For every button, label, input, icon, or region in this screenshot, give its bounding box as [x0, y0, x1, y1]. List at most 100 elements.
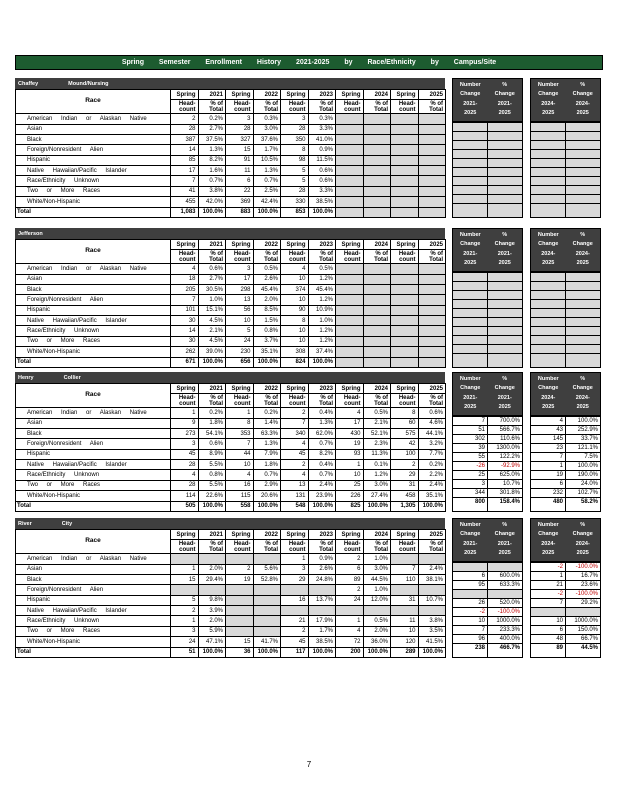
percent-cell: [362, 346, 391, 358]
change-box-2021-2025: Number Change 2021- 2025 % Change 2021- 2025 6 60…: [452, 518, 523, 658]
percent-cell: 1.6%: [197, 165, 226, 177]
number-change-cell: [453, 327, 488, 336]
percent-change-cell: 102.7%: [577, 490, 598, 497]
spring-label: Spring: [170, 88, 199, 101]
percent-cell: 5.5%: [197, 459, 226, 471]
change-row: [531, 299, 600, 309]
change-box-header: Number Change 2021- 2025 % Change 2021- 2025: [453, 79, 522, 122]
headcount-cell: [335, 605, 364, 617]
headcount-cell: 2: [390, 459, 419, 471]
pct-of-total-header: % of Total: [417, 99, 446, 115]
number-change-cell: 344: [453, 489, 488, 498]
percent-cell: [252, 615, 281, 627]
percent-cell: 1.7%: [307, 625, 336, 638]
percent-cell: 5.5%: [197, 479, 226, 492]
percent-cell: 100.0%: [307, 206, 336, 219]
headcount-cell: 24: [225, 335, 254, 348]
total-row: Total 671 100.0% 656 100.0% 824 100.0%: [15, 356, 446, 369]
change-row: -2 -100.0%: [531, 562, 600, 572]
race-label: American Indian or Alaskan Native: [15, 263, 171, 275]
headcount-header: Head-count: [335, 393, 364, 409]
change-box-2024-2025: Number Change 2024- 2025 % Change 2024- 2025: [530, 228, 601, 368]
headcount-cell: 31: [390, 594, 419, 607]
year-label: 2021: [197, 382, 226, 395]
headcount-cell: 3: [225, 263, 254, 275]
headcount-cell: 13: [225, 294, 254, 306]
percent-cell: 3.0%: [362, 479, 391, 492]
headcount-cell: 7: [170, 294, 199, 306]
percent-change-cell: 190.0%: [577, 472, 598, 479]
change-row: 96 400.0%: [453, 634, 522, 644]
percent-cell: 100.0%: [362, 646, 391, 659]
change-box-header: Number Change 2021- 2025 % Change 2021- 2025: [453, 519, 522, 562]
headcount-cell: 17: [225, 273, 254, 286]
headcount-cell: [390, 206, 419, 219]
change-row: 7 700.0%: [453, 416, 522, 426]
race-row: Foreign/Nonresident Alien 2 1.0%: [15, 584, 446, 596]
percent-change-header: % Change 2021- 2025: [494, 232, 515, 267]
percent-cell: 38.5%: [307, 196, 336, 208]
change-row: [531, 185, 600, 195]
percent-cell: 8.9%: [197, 448, 226, 461]
pct-of-total-header: % of Total: [307, 539, 336, 555]
spring-label: Spring: [225, 238, 254, 251]
number-change-cell: [531, 273, 566, 282]
percent-change-header: % Change 2024- 2025: [572, 376, 593, 411]
percent-cell: 2.0%: [252, 294, 281, 306]
percent-change-cell: [566, 336, 600, 345]
percent-change-cell: 301.8%: [499, 490, 520, 497]
headcount-cell: 29: [280, 574, 309, 586]
headcount-cell: 117: [280, 646, 309, 659]
headcount-cell: 308: [280, 346, 309, 358]
percent-change-cell: [488, 318, 522, 327]
percent-cell: [362, 356, 391, 369]
percent-cell: 0.8%: [197, 469, 226, 481]
headcount-cell: 455: [170, 196, 199, 208]
number-change-cell: -26: [453, 462, 488, 471]
percent-cell: 0.3%: [307, 113, 336, 125]
number-change-cell: 3: [453, 480, 488, 489]
change-row: [531, 158, 600, 168]
number-change-cell: [453, 354, 488, 367]
number-change-cell: 23: [531, 444, 566, 453]
race-row: Asian 1 2.0% 2 5.6% 3 2.6% 6 3.0% 7 2.4%: [15, 563, 446, 576]
percent-change-cell: [488, 345, 522, 354]
percent-cell: 5.6%: [252, 563, 281, 576]
percent-cell: 0.2%: [197, 113, 226, 125]
year-label: 2022: [252, 88, 281, 101]
percent-cell: 0.9%: [307, 144, 336, 156]
percent-cell: [417, 605, 446, 617]
headcount-header: Head-count: [225, 99, 254, 115]
headcount-cell: 10: [390, 625, 419, 638]
headcount-cell: 28: [280, 185, 309, 198]
headcount-cell: 7: [225, 438, 254, 450]
race-label: Black: [15, 284, 171, 296]
number-change-cell: 1: [531, 572, 566, 581]
percent-change-cell: [566, 132, 600, 141]
headcount-cell: 6: [225, 175, 254, 187]
headcount-cell: 4: [170, 469, 199, 481]
percent-cell: 100.0%: [197, 500, 226, 513]
number-change-cell: 302: [453, 435, 488, 444]
percent-cell: 42.0%: [197, 196, 226, 208]
headcount-header: Head-count: [280, 393, 309, 409]
change-row: [453, 122, 522, 132]
change-row: 344 301.8%: [453, 488, 522, 498]
header-row-measures: Head-count% of Total Head-count% of Total He…: [16, 393, 446, 409]
number-change-cell: -2: [531, 590, 566, 599]
percent-cell: 0.7%: [197, 175, 226, 187]
spring-label: Spring: [335, 382, 364, 395]
headcount-cell: 8: [280, 144, 309, 156]
percent-change-cell: [488, 300, 522, 309]
percent-cell: 52.8%: [252, 574, 281, 586]
race-label: Native Hawaiian/Pacific Islander: [15, 315, 171, 327]
percent-cell: 2.0%: [197, 563, 226, 576]
percent-cell: 52.1%: [362, 428, 391, 440]
percent-change-cell: 44.5%: [580, 645, 598, 652]
pct-of-total-header: % of Total: [362, 393, 391, 409]
change-row: [453, 140, 522, 150]
headcount-cell: 51: [170, 646, 199, 659]
headcount-cell: 5: [170, 594, 199, 607]
number-change-cell: [531, 309, 566, 318]
headcount-cell: 19: [225, 574, 254, 586]
